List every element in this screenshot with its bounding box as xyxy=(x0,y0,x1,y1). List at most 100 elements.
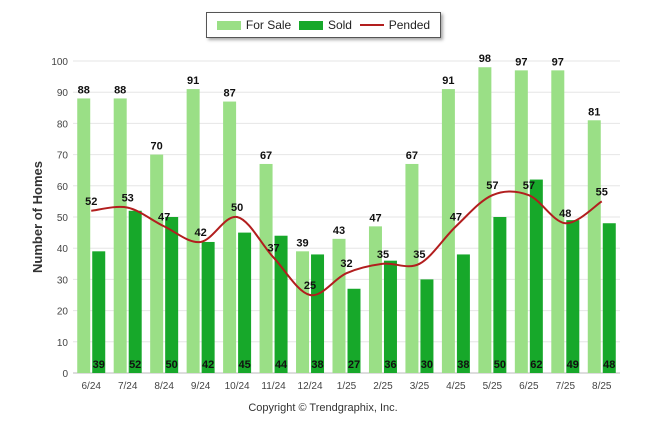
bar-sold xyxy=(238,232,252,373)
bar-for-sale xyxy=(405,163,419,373)
legend-label-sold: Sold xyxy=(327,18,352,32)
data-label-sold: 48 xyxy=(603,359,615,371)
bar-for-sale xyxy=(186,89,200,373)
data-label-for-sale: 67 xyxy=(406,150,418,162)
copyright-text: Copyright © Trendgraphix, Inc. xyxy=(248,402,398,414)
data-label-pended: 37 xyxy=(267,243,279,255)
y-tick-label: 90 xyxy=(57,88,69,99)
legend-swatch-pended xyxy=(359,24,384,26)
bar-sold xyxy=(128,210,142,373)
data-label-for-sale: 88 xyxy=(78,84,90,96)
bar-for-sale xyxy=(587,120,601,373)
y-axis-label: Number of Homes xyxy=(30,161,45,273)
data-label-for-sale: 67 xyxy=(260,150,272,162)
data-label-for-sale: 47 xyxy=(369,212,381,224)
pended-series-line xyxy=(91,190,603,297)
x-tick-label: 12/24 xyxy=(298,381,323,392)
y-tick-label: 40 xyxy=(57,244,69,255)
data-label-sold: 39 xyxy=(93,359,105,371)
data-label-for-sale: 70 xyxy=(151,141,163,153)
bar-sold xyxy=(456,254,470,373)
x-tick-label: 8/25 xyxy=(592,381,612,392)
bar-for-sale xyxy=(551,70,565,374)
bar-for-sale xyxy=(368,226,382,373)
data-label-pended: 35 xyxy=(377,249,389,261)
grid-lines xyxy=(73,60,620,374)
x-tick-label: 1/25 xyxy=(337,381,357,392)
x-tick-label: 4/25 xyxy=(446,381,466,392)
bar-for-sale xyxy=(478,67,492,374)
data-label-pended: 48 xyxy=(559,208,571,220)
data-label-sold: 27 xyxy=(348,359,360,371)
data-label-sold: 30 xyxy=(421,359,433,371)
bar-sold xyxy=(311,254,325,373)
data-label-for-sale: 97 xyxy=(552,56,564,68)
data-label-pended: 42 xyxy=(195,227,207,239)
x-tick-label: 7/25 xyxy=(556,381,576,392)
data-label-for-sale: 39 xyxy=(296,237,308,249)
y-tick-label: 60 xyxy=(57,182,69,193)
bar-for-sale xyxy=(223,101,237,373)
bar-sold xyxy=(201,241,215,373)
bar-for-sale xyxy=(441,89,455,373)
y-tick-label: 0 xyxy=(62,369,68,380)
data-label-sold: 49 xyxy=(567,359,579,371)
legend-swatch-sold xyxy=(298,20,323,30)
data-label-sold: 52 xyxy=(129,359,141,371)
data-label-for-sale: 88 xyxy=(114,84,126,96)
bar-for-sale xyxy=(259,163,273,373)
legend: For Sale Sold Pended xyxy=(206,12,441,38)
bar-for-sale xyxy=(77,98,91,373)
y-tick-label: 80 xyxy=(57,119,69,130)
legend-label-for-sale: For Sale xyxy=(245,18,292,32)
legend-item-for-sale[interactable]: For Sale xyxy=(216,18,292,32)
data-label-pended: 57 xyxy=(486,180,498,192)
bar-sold xyxy=(274,235,288,373)
bar-for-sale xyxy=(514,70,528,374)
data-label-pended: 35 xyxy=(413,249,425,261)
data-label-for-sale: 81 xyxy=(588,106,600,118)
x-tick-label: 8/24 xyxy=(154,381,174,392)
data-label-pended: 50 xyxy=(231,202,243,214)
data-label-pended: 55 xyxy=(596,186,608,198)
data-label-pended: 47 xyxy=(158,211,170,223)
data-label-pended: 52 xyxy=(85,196,97,208)
data-label-sold: 50 xyxy=(166,359,178,371)
pended-line xyxy=(91,190,603,297)
data-label-pended: 57 xyxy=(523,180,535,192)
legend-item-sold[interactable]: Sold xyxy=(298,18,352,32)
data-label-for-sale: 97 xyxy=(515,56,527,68)
bar-for-sale xyxy=(296,251,310,373)
y-tick-label: 100 xyxy=(51,57,68,68)
x-tick-label: 6/25 xyxy=(519,381,539,392)
y-tick-label: 10 xyxy=(57,338,69,349)
y-tick-label: 30 xyxy=(57,275,69,286)
data-label-for-sale: 91 xyxy=(187,75,199,87)
data-label-for-sale: 87 xyxy=(223,88,235,100)
data-label-sold: 38 xyxy=(457,359,469,371)
y-tick-label: 70 xyxy=(57,151,69,162)
data-label-pended: 47 xyxy=(450,211,462,223)
data-label-for-sale: 98 xyxy=(479,53,491,65)
data-label-sold: 36 xyxy=(384,359,396,371)
legend-item-pended[interactable]: Pended xyxy=(359,18,430,32)
bar-sold xyxy=(493,217,507,373)
x-tick-label: 10/24 xyxy=(225,381,250,392)
y-tick-label: 50 xyxy=(57,213,69,224)
data-labels: 88 39 88 52 70 50 91 42 87 45 67 44 39 38 43 27 47 36 67 30… xyxy=(78,53,616,371)
bar-sold xyxy=(347,288,361,373)
x-tick-label: 6/24 xyxy=(81,381,101,392)
x-tick-label: 3/25 xyxy=(410,381,430,392)
data-label-sold: 42 xyxy=(202,359,214,371)
legend-swatch-for-sale xyxy=(216,20,241,30)
data-label-sold: 44 xyxy=(275,359,288,371)
data-label-sold: 50 xyxy=(494,359,506,371)
bar-for-sale xyxy=(113,98,127,373)
data-label-pended: 32 xyxy=(340,258,352,270)
bar-sold xyxy=(420,279,434,373)
data-label-pended: 53 xyxy=(122,193,134,205)
data-label-sold: 38 xyxy=(311,359,323,371)
x-axis: 6/24 7/24 8/24 9/24 10/24 11/24 12/24 1/25 2/25 3… xyxy=(81,381,611,392)
data-label-sold: 45 xyxy=(238,359,250,371)
